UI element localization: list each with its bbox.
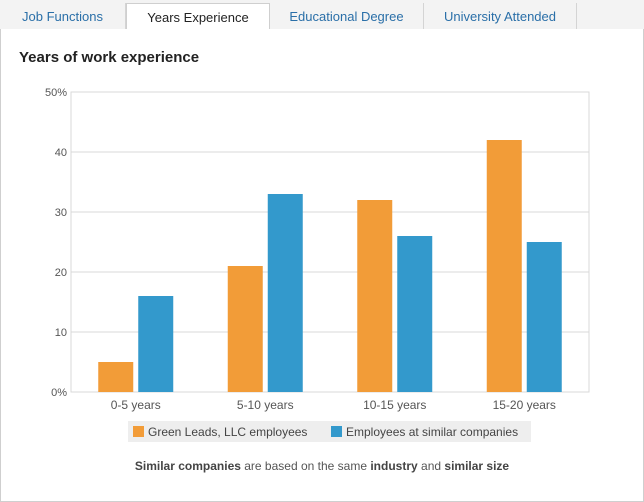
bar — [267, 194, 303, 392]
x-tick-label: 15-20 years — [493, 398, 556, 412]
bar — [357, 200, 393, 392]
bar — [98, 362, 134, 392]
legend-label: Employees at similar companies — [346, 425, 518, 439]
tab-job-functions[interactable]: Job Functions — [0, 3, 126, 30]
footnote-text-2: and — [417, 459, 445, 473]
y-tick-label: 20 — [55, 267, 67, 279]
y-tick-label: 10 — [55, 327, 67, 339]
footnote-similar-size: similar size — [444, 459, 510, 473]
bar — [138, 296, 174, 392]
bar — [397, 236, 433, 392]
tab-educational-degree[interactable]: Educational Degree — [270, 3, 424, 30]
y-tick-label: 40 — [55, 147, 67, 159]
bar — [526, 242, 562, 392]
chart-title: Years of work experience — [19, 49, 200, 66]
tab-university-attended[interactable]: University Attended — [424, 3, 577, 30]
x-tick-label: 10-15 years — [363, 398, 426, 412]
y-tick-label: 50% — [45, 87, 67, 99]
tab-bar: Job Functions Years Experience Education… — [0, 0, 644, 31]
tab-years-experience[interactable]: Years Experience — [126, 3, 270, 31]
footnote: Similar companies are based on the same … — [0, 459, 644, 473]
x-tick-label: 5-10 years — [237, 398, 294, 412]
y-tick-label: 0% — [51, 387, 67, 399]
footnote-text-1: are based on the same — [240, 459, 371, 473]
y-tick-label: 30 — [55, 207, 67, 219]
bar — [227, 266, 263, 392]
legend-label: Green Leads, LLC employees — [148, 425, 307, 439]
legend-box — [128, 421, 531, 442]
bar — [486, 140, 522, 392]
x-tick-label: 0-5 years — [111, 398, 161, 412]
legend-swatch — [133, 426, 144, 437]
footnote-similar-companies: Similar companies — [134, 459, 241, 473]
legend-swatch — [331, 426, 342, 437]
footnote-industry: industry — [370, 459, 418, 473]
